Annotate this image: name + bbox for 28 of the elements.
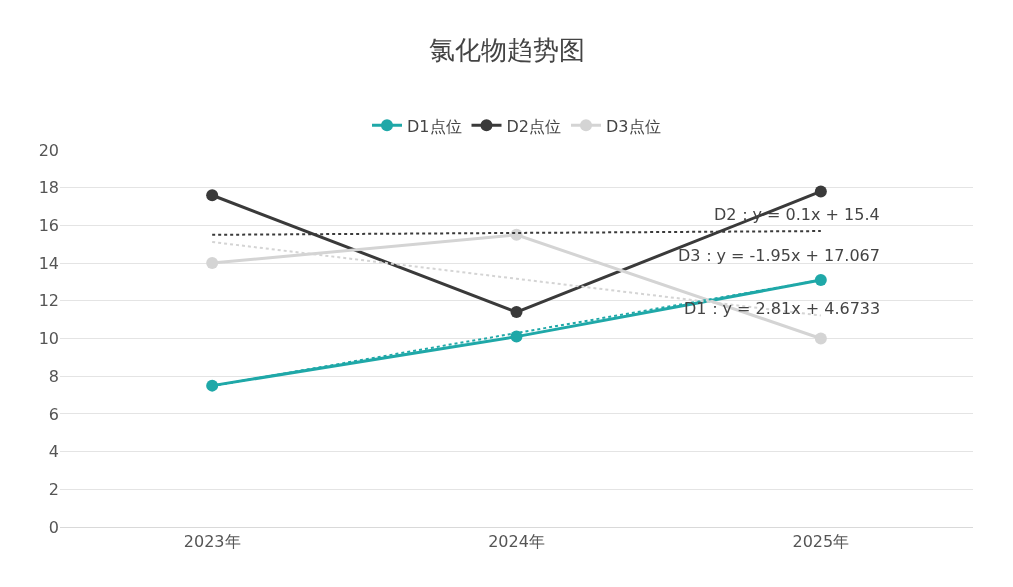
- point: [814, 185, 827, 198]
- annotation: D1：y = 2.81x + 4.6733: [684, 299, 881, 318]
- y-tick-label: 2: [48, 479, 59, 499]
- x-tick-label: 2024年: [488, 532, 545, 552]
- y-tick-label: 18: [38, 178, 59, 198]
- point: [206, 379, 219, 392]
- y-tick-label: 4: [48, 442, 59, 462]
- y-tick-label: 0: [48, 517, 59, 537]
- y-tick-label: 20: [38, 140, 59, 160]
- point: [510, 330, 523, 343]
- y-tick-label: 10: [38, 329, 59, 349]
- point: [206, 189, 219, 202]
- y-tick-label: 12: [38, 291, 59, 311]
- x-tick-label: 2025年: [792, 532, 850, 552]
- y-tick-label: 6: [48, 404, 59, 424]
- legend-label: D3点位: [606, 116, 661, 136]
- chart-title: 氯化物趋势图: [428, 35, 585, 66]
- annotation: D3：y = -1.95x + 17.067: [678, 246, 880, 265]
- y-tick-label: 8: [48, 366, 59, 386]
- point: [814, 274, 827, 287]
- point: [206, 257, 219, 270]
- legend-label: D1点位: [407, 116, 462, 136]
- legend-label: D2点位: [506, 116, 561, 136]
- y-tick-label: 16: [38, 216, 59, 235]
- y-tick-label: 14: [38, 253, 59, 273]
- x-tick-label: 2023年: [183, 532, 241, 552]
- point: [510, 306, 523, 319]
- point: [814, 332, 827, 345]
